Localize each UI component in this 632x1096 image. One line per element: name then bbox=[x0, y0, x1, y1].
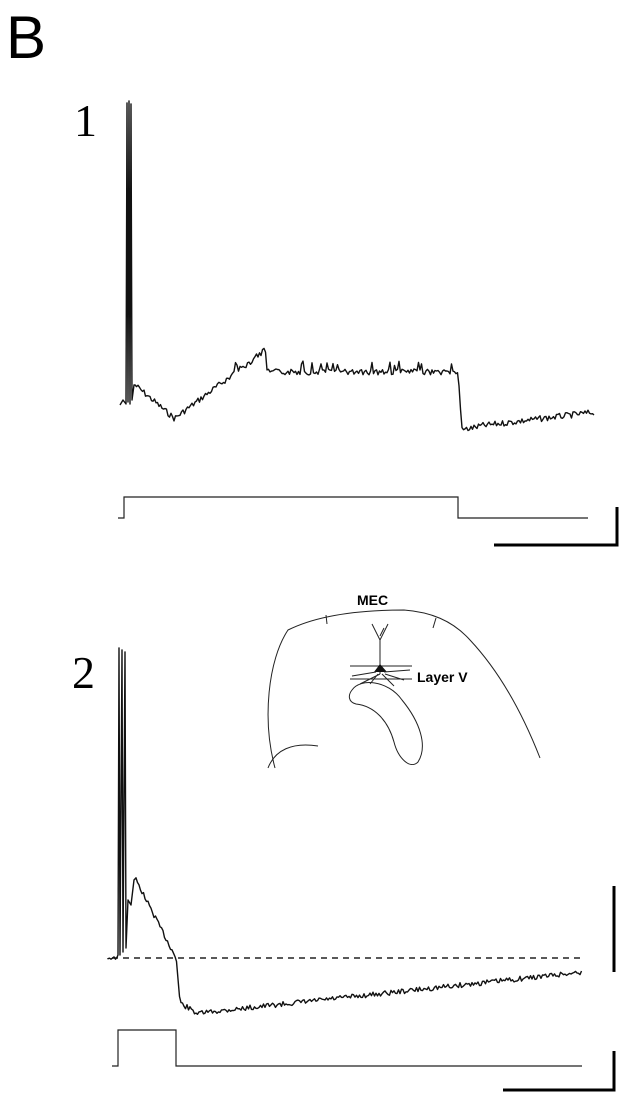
subpanel-1-current-step bbox=[118, 496, 588, 519]
region-label-mec: MEC bbox=[357, 592, 388, 608]
slice-inset-drawing: MEC Layer V bbox=[267, 592, 541, 769]
slice-outline bbox=[267, 609, 541, 769]
pyramidal-neuron-icon bbox=[351, 623, 411, 687]
region-boundary-mark-left bbox=[325, 614, 328, 625]
subpanel-2-scale-bar bbox=[503, 1051, 616, 1092]
subpanel-2-voltage-trace bbox=[107, 647, 583, 1015]
subpanel-1-number: 1 bbox=[74, 95, 97, 146]
subpanel-2-current-step bbox=[112, 1029, 582, 1067]
slice-lower-edge bbox=[267, 744, 319, 769]
panel-letter: B bbox=[6, 4, 46, 71]
subpanel-1-voltage-trace bbox=[119, 100, 595, 432]
subpanel-2-number: 2 bbox=[72, 647, 95, 698]
region-boundary-mark-right bbox=[432, 617, 437, 629]
layer-label: Layer V bbox=[417, 669, 468, 685]
subpanel-1-scale-bar bbox=[494, 507, 619, 547]
hippocampal-fold bbox=[348, 682, 423, 765]
